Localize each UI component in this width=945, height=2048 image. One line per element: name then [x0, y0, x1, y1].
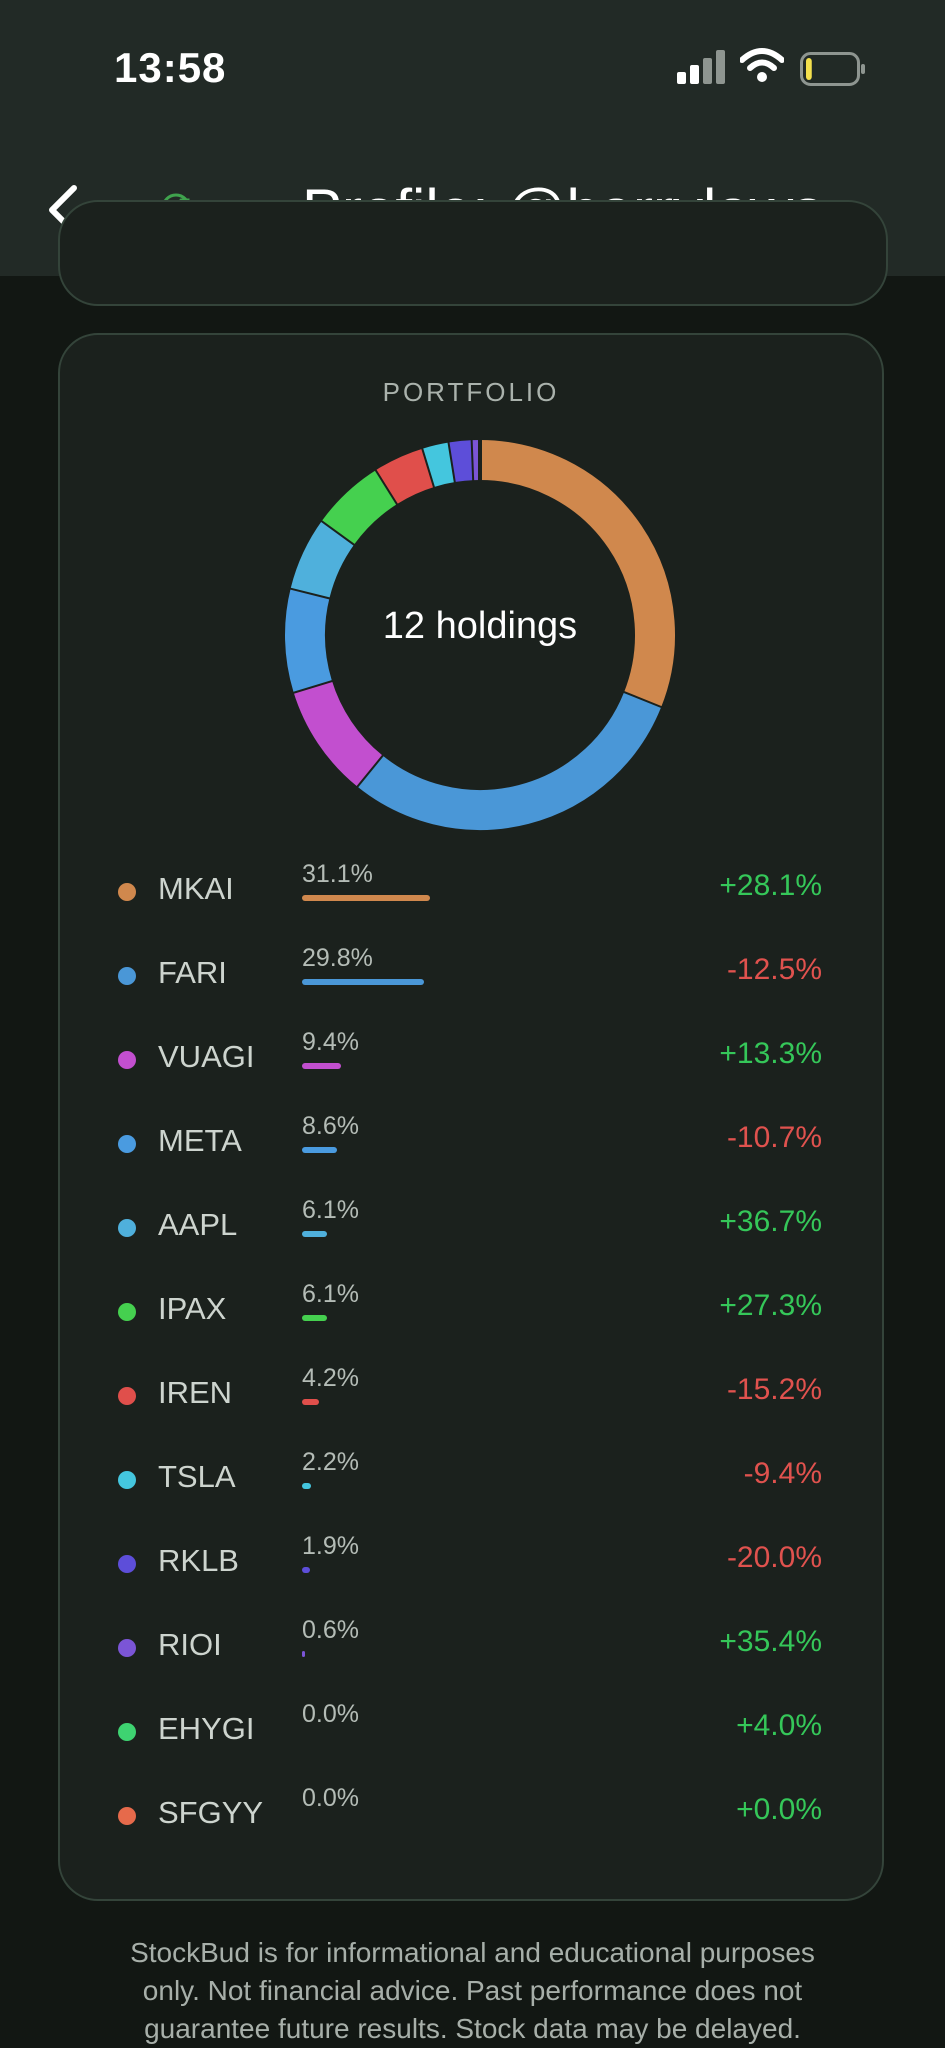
holding-change: -15.2%: [726, 1373, 822, 1406]
holding-weight: 0.6%: [302, 1616, 359, 1644]
holding-weight-bar: [302, 1231, 327, 1237]
holding-weight-bar: [302, 1651, 305, 1657]
holding-ticker: MKAI: [158, 871, 234, 906]
holding-row[interactable]: AAPL 6.1% +36.7%: [60, 1191, 882, 1275]
holding-ticker: TSLA: [158, 1459, 236, 1494]
holding-weight-bar: [302, 1315, 327, 1321]
donut-slice-aapl: [290, 520, 355, 598]
donut-divider: [354, 753, 385, 789]
holding-change: +4.0%: [736, 1709, 822, 1742]
holding-row[interactable]: IREN 4.2% -15.2%: [60, 1359, 882, 1443]
holding-color-dot: [118, 1471, 136, 1489]
holding-row[interactable]: SFGYY 0.0% +0.0%: [60, 1779, 882, 1863]
holding-change: -20.0%: [726, 1541, 822, 1574]
donut-slice-ipax: [322, 469, 399, 545]
portfolio-card: PORTFOLIO 12 holdings MKAI 31.1% +28.1% FAR…: [58, 333, 884, 1901]
holding-weight: 0.0%: [302, 1784, 359, 1812]
holding-color-dot: [118, 1051, 136, 1069]
holding-row[interactable]: MKAI 31.1% +28.1%: [60, 855, 882, 939]
holding-row[interactable]: EHYGI 0.0% +4.0%: [60, 1695, 882, 1779]
donut-slice-iren: [376, 448, 436, 504]
holding-change: +0.0%: [736, 1793, 822, 1826]
holding-weight-bar: [302, 1147, 338, 1153]
holding-weight-bar: [302, 979, 425, 985]
holding-weight: 9.4%: [302, 1028, 359, 1056]
holding-color-dot: [118, 1639, 136, 1657]
holding-row[interactable]: TSLA 2.2% -9.4%: [60, 1443, 882, 1527]
status-bar: 13:58: [0, 0, 945, 130]
holding-ticker: META: [158, 1123, 242, 1158]
portfolio-title: PORTFOLIO: [382, 377, 560, 407]
holding-ticker: RKLB: [158, 1543, 239, 1578]
holding-change: +36.7%: [719, 1205, 822, 1238]
holding-change: +27.3%: [719, 1289, 822, 1322]
holding-weight: 8.6%: [302, 1112, 359, 1140]
holding-weight-bar: [302, 1567, 310, 1573]
holding-weight: 6.1%: [302, 1196, 359, 1224]
holding-color-dot: [118, 967, 136, 985]
holdings-count: 12 holdings: [382, 605, 578, 647]
holding-weight: 31.1%: [302, 860, 373, 888]
holding-color-dot: [118, 1723, 136, 1741]
donut-slice-vuagi: [293, 679, 383, 787]
holding-weight-bar: [302, 1483, 312, 1489]
holding-row[interactable]: VUAGI 9.4% +13.3%: [60, 1023, 882, 1107]
portfolio-donut-chart: [285, 439, 675, 830]
holding-color-dot: [118, 883, 136, 901]
holding-color-dot: [118, 1135, 136, 1153]
holding-change: -10.7%: [726, 1121, 822, 1154]
donut-slice-mkai: [479, 440, 675, 708]
donut-slice-fari: [356, 692, 661, 830]
holding-color-dot: [118, 1555, 136, 1573]
holding-ticker: SFGYY: [158, 1795, 264, 1830]
holding-weight-bar: [302, 1399, 320, 1405]
holding-weight-bar: [302, 1063, 341, 1069]
previous-card: [58, 200, 888, 306]
holding-row[interactable]: META 8.6% -10.7%: [60, 1107, 882, 1191]
holding-row[interactable]: RIOI 0.6% +35.4%: [60, 1611, 882, 1695]
holding-row[interactable]: FARI 29.8% -12.5%: [60, 939, 882, 1023]
status-time: 13:58: [114, 44, 227, 91]
holding-change: +28.1%: [719, 869, 822, 902]
holding-change: +35.4%: [719, 1625, 822, 1658]
holding-weight: 4.2%: [302, 1364, 359, 1392]
holding-weight: 6.1%: [302, 1280, 359, 1308]
wifi-icon: [740, 48, 784, 82]
donut-slice-meta: [285, 587, 332, 692]
holding-color-dot: [118, 1303, 136, 1321]
holding-ticker: AAPL: [158, 1207, 238, 1242]
signal-icon: [677, 50, 725, 84]
holding-change: -9.4%: [743, 1457, 822, 1490]
donut-divider: [622, 690, 663, 711]
holding-weight-bar: [302, 895, 430, 901]
holding-row[interactable]: RKLB 1.9% -20.0%: [60, 1527, 882, 1611]
holding-ticker: IREN: [158, 1375, 233, 1410]
holding-ticker: RIOI: [158, 1627, 222, 1662]
donut-slice-rklb: [449, 440, 475, 482]
holding-color-dot: [118, 1807, 136, 1825]
holding-ticker: FARI: [158, 955, 227, 990]
donut-slice-tsla: [423, 442, 457, 487]
holding-row[interactable]: IPAX 6.1% +27.3%: [60, 1275, 882, 1359]
disclaimer-text: StockBud is for informational and educat…: [130, 1937, 815, 2044]
holding-weight: 2.2%: [302, 1448, 359, 1476]
holding-weight: 29.8%: [302, 944, 373, 972]
holding-ticker: EHYGI: [158, 1711, 255, 1746]
holding-change: +13.3%: [719, 1037, 822, 1070]
holding-weight: 0.0%: [302, 1700, 359, 1728]
holding-ticker: IPAX: [158, 1291, 227, 1326]
holding-weight: 1.9%: [302, 1532, 359, 1560]
holding-ticker: VUAGI: [158, 1039, 255, 1074]
holding-color-dot: [118, 1219, 136, 1237]
holding-change: -12.5%: [726, 953, 822, 986]
holding-color-dot: [118, 1387, 136, 1405]
battery-icon: [800, 52, 865, 86]
